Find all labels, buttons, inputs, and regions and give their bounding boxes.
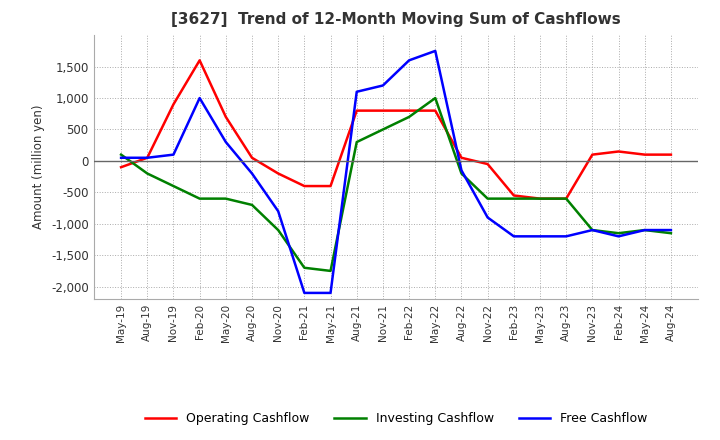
Investing Cashflow bbox=[405, 114, 413, 120]
Title: [3627]  Trend of 12-Month Moving Sum of Cashflows: [3627] Trend of 12-Month Moving Sum of C… bbox=[171, 12, 621, 27]
Investing Cashflow bbox=[274, 227, 282, 233]
Free Cashflow bbox=[379, 83, 387, 88]
Free Cashflow bbox=[405, 58, 413, 63]
Free Cashflow bbox=[274, 209, 282, 214]
Operating Cashflow bbox=[536, 196, 544, 201]
Operating Cashflow bbox=[379, 108, 387, 113]
Free Cashflow bbox=[195, 95, 204, 101]
Free Cashflow bbox=[352, 89, 361, 95]
Investing Cashflow bbox=[457, 171, 466, 176]
Y-axis label: Amount (million yen): Amount (million yen) bbox=[32, 105, 45, 229]
Operating Cashflow bbox=[326, 183, 335, 189]
Free Cashflow bbox=[614, 234, 623, 239]
Line: Investing Cashflow: Investing Cashflow bbox=[121, 98, 671, 271]
Free Cashflow bbox=[510, 234, 518, 239]
Free Cashflow bbox=[536, 234, 544, 239]
Investing Cashflow bbox=[614, 231, 623, 236]
Operating Cashflow bbox=[405, 108, 413, 113]
Operating Cashflow bbox=[562, 196, 570, 201]
Investing Cashflow bbox=[640, 227, 649, 233]
Operating Cashflow bbox=[352, 108, 361, 113]
Investing Cashflow bbox=[300, 265, 309, 271]
Free Cashflow bbox=[117, 155, 125, 161]
Free Cashflow bbox=[248, 171, 256, 176]
Investing Cashflow bbox=[431, 95, 440, 101]
Operating Cashflow bbox=[588, 152, 597, 157]
Operating Cashflow bbox=[667, 152, 675, 157]
Operating Cashflow bbox=[222, 114, 230, 120]
Free Cashflow bbox=[222, 139, 230, 145]
Free Cashflow bbox=[640, 227, 649, 233]
Line: Operating Cashflow: Operating Cashflow bbox=[121, 60, 671, 198]
Operating Cashflow bbox=[300, 183, 309, 189]
Investing Cashflow bbox=[562, 196, 570, 201]
Legend: Operating Cashflow, Investing Cashflow, Free Cashflow: Operating Cashflow, Investing Cashflow, … bbox=[140, 407, 652, 430]
Operating Cashflow bbox=[431, 108, 440, 113]
Operating Cashflow bbox=[457, 155, 466, 161]
Investing Cashflow bbox=[379, 127, 387, 132]
Investing Cashflow bbox=[222, 196, 230, 201]
Operating Cashflow bbox=[510, 193, 518, 198]
Free Cashflow bbox=[588, 227, 597, 233]
Investing Cashflow bbox=[483, 196, 492, 201]
Free Cashflow bbox=[300, 290, 309, 296]
Investing Cashflow bbox=[588, 227, 597, 233]
Investing Cashflow bbox=[169, 183, 178, 189]
Operating Cashflow bbox=[640, 152, 649, 157]
Line: Free Cashflow: Free Cashflow bbox=[121, 51, 671, 293]
Operating Cashflow bbox=[169, 102, 178, 107]
Investing Cashflow bbox=[326, 268, 335, 274]
Operating Cashflow bbox=[248, 155, 256, 161]
Investing Cashflow bbox=[248, 202, 256, 208]
Free Cashflow bbox=[483, 215, 492, 220]
Investing Cashflow bbox=[510, 196, 518, 201]
Investing Cashflow bbox=[117, 152, 125, 157]
Free Cashflow bbox=[457, 168, 466, 173]
Free Cashflow bbox=[143, 155, 152, 161]
Investing Cashflow bbox=[352, 139, 361, 145]
Free Cashflow bbox=[169, 152, 178, 157]
Operating Cashflow bbox=[614, 149, 623, 154]
Operating Cashflow bbox=[274, 171, 282, 176]
Free Cashflow bbox=[562, 234, 570, 239]
Operating Cashflow bbox=[483, 161, 492, 167]
Investing Cashflow bbox=[536, 196, 544, 201]
Free Cashflow bbox=[326, 290, 335, 296]
Investing Cashflow bbox=[667, 231, 675, 236]
Free Cashflow bbox=[431, 48, 440, 54]
Operating Cashflow bbox=[143, 155, 152, 161]
Investing Cashflow bbox=[195, 196, 204, 201]
Free Cashflow bbox=[667, 227, 675, 233]
Operating Cashflow bbox=[195, 58, 204, 63]
Investing Cashflow bbox=[143, 171, 152, 176]
Operating Cashflow bbox=[117, 165, 125, 170]
